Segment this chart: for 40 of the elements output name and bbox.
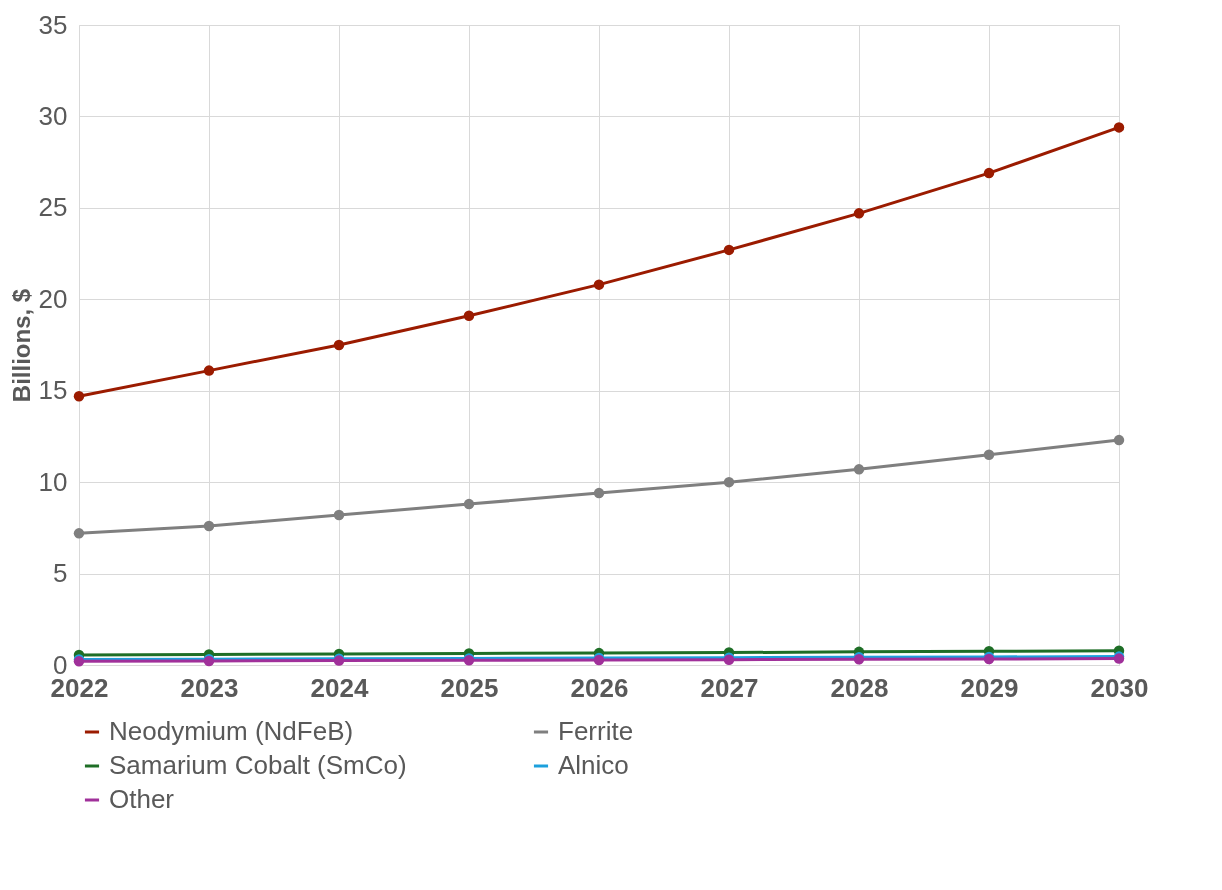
x-tick-label: 2028 (830, 672, 889, 703)
y-tick-label: 30 (38, 100, 68, 131)
y-axis-title: Billions, $ (7, 288, 35, 403)
point (203, 520, 215, 532)
point (463, 310, 475, 321)
point (723, 476, 735, 488)
legend-label: Alnico (558, 750, 629, 780)
point (73, 528, 85, 539)
point (983, 167, 995, 179)
y-tick-label: 0 (53, 649, 68, 680)
y-tick-label: 5 (53, 558, 68, 589)
y-tick-label: 35 (38, 9, 68, 40)
point (73, 390, 85, 402)
x-tick-label: 2027 (700, 672, 759, 703)
y-tick-label: 15 (38, 375, 68, 406)
point (203, 365, 215, 376)
legend-label: Ferrite (558, 716, 634, 746)
x-tick-label: 2023 (180, 672, 239, 703)
y-tick-label: 10 (38, 466, 68, 497)
x-tick-label: 2029 (960, 672, 1019, 703)
legend-label: Other (109, 784, 175, 814)
point (983, 449, 995, 460)
x-tick-label: 2025 (440, 672, 499, 703)
x-tick-label: 2030 (1090, 672, 1149, 703)
point (463, 498, 475, 510)
point (1113, 434, 1125, 446)
point (333, 339, 345, 351)
x-tick-label: 2024 (310, 672, 369, 703)
point (593, 487, 605, 499)
y-tick-label: 25 (38, 192, 68, 223)
point (853, 464, 865, 475)
point (593, 279, 605, 290)
x-tick-label: 2026 (570, 672, 629, 703)
point (853, 208, 865, 219)
point (1113, 122, 1125, 133)
point (333, 509, 345, 521)
legend-label: Samarium Cobalt (SmCo) (109, 750, 407, 780)
point (723, 244, 735, 256)
legend-label: Neodymium (NdFeB) (109, 716, 354, 746)
y-tick-label: 20 (38, 283, 68, 314)
